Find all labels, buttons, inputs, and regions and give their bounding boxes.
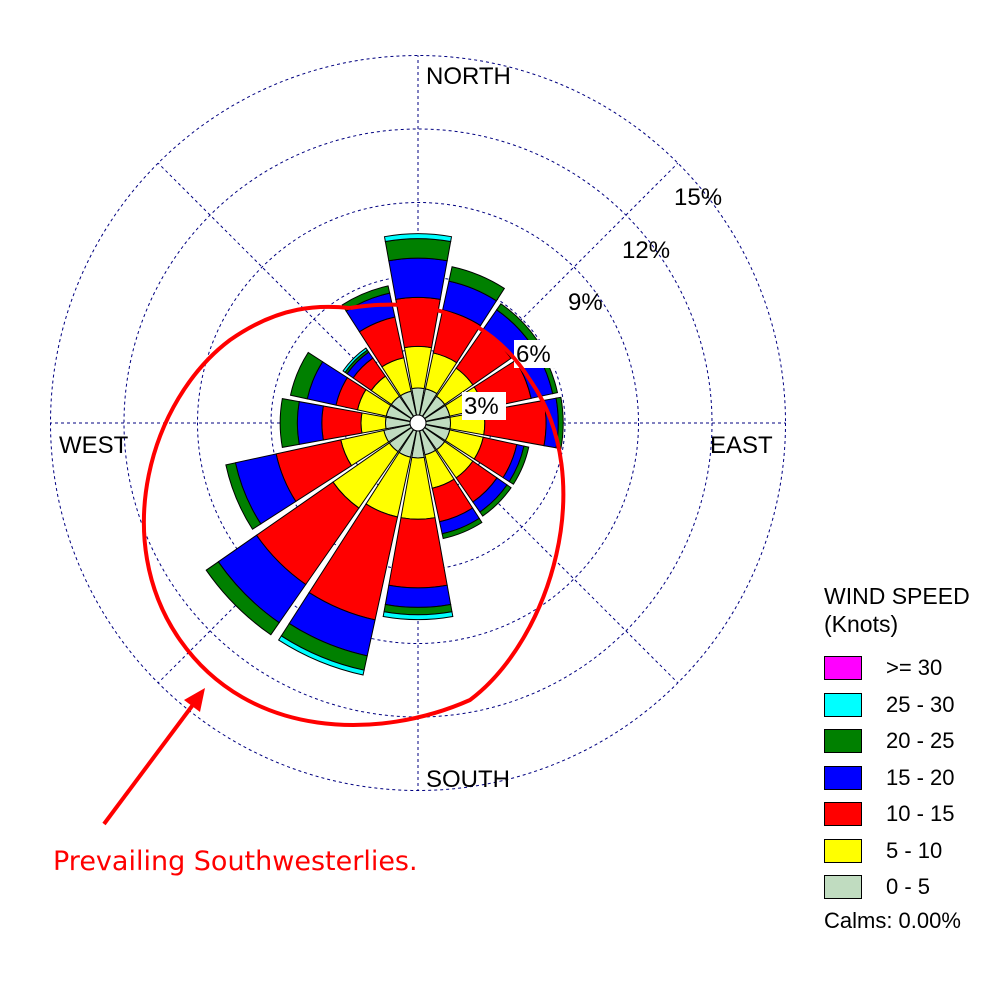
petal-NW <box>342 347 415 420</box>
petal-N <box>383 233 453 416</box>
legend-subtitle: (Knots) <box>824 611 899 637</box>
legend-label: >= 30 <box>886 655 943 681</box>
annotation-arrow <box>102 688 205 826</box>
tick-label: 9% <box>568 289 603 316</box>
south-label: SOUTH <box>426 766 510 793</box>
legend-label: 15 - 20 <box>886 764 955 790</box>
legend-label: 10 - 15 <box>886 801 955 827</box>
compass-labels: NORTH SOUTH EAST WEST <box>59 63 773 793</box>
legend-label: 25 - 30 <box>886 691 955 717</box>
petal-NNW <box>341 285 417 417</box>
radial-tick-labels: 3% 6% 9% 12%15% <box>462 184 722 420</box>
legend-swatch <box>824 875 862 900</box>
legend-swatch <box>824 692 862 717</box>
annotation-circle <box>141 302 566 727</box>
petal-SSW <box>277 429 417 676</box>
tick-label: 12% <box>622 237 670 264</box>
petal-WNW <box>289 351 412 422</box>
legend-title: WIND SPEED <box>824 583 970 609</box>
legend-entry: 5 - 10 <box>824 833 970 870</box>
tick-label: 3% <box>464 393 499 420</box>
legend-entry: 0 - 5 <box>824 869 970 906</box>
legend-entry: 20 - 25 <box>824 723 970 760</box>
petal-SW <box>205 426 415 636</box>
petal-W <box>279 398 411 448</box>
legend-label: 0 - 5 <box>886 874 931 900</box>
tick-label: 6% <box>516 341 551 368</box>
west-label: WEST <box>59 432 129 459</box>
legend-label: 20 - 25 <box>886 728 955 754</box>
legend: WIND SPEED (Knots) >= 30 25 - 30 20 - 25 15… <box>824 582 970 934</box>
legend-entry: >= 30 <box>824 650 970 687</box>
legend-swatch <box>824 729 862 754</box>
north-label: NORTH <box>426 63 511 90</box>
legend-swatch <box>824 765 862 790</box>
petal-SSE <box>419 429 483 540</box>
legend-entry: 15 - 20 <box>824 760 970 797</box>
legend-label: 5 - 10 <box>886 837 943 863</box>
petal-WSW <box>225 424 412 530</box>
east-label: EAST <box>710 432 773 459</box>
calms-text: Calms: 0.00% <box>824 907 961 933</box>
legend-swatch <box>824 802 862 827</box>
legend-swatch <box>824 838 862 863</box>
legend-swatch <box>824 656 862 681</box>
petal-NNE <box>419 266 506 417</box>
legend-entry: 10 - 15 <box>824 796 970 833</box>
legend-entry: 25 - 30 <box>824 687 970 724</box>
tick-label: 15% <box>674 184 722 211</box>
petal-ESE <box>424 424 530 485</box>
annotation-text: Prevailing Southwesterlies. <box>53 846 418 877</box>
petal-SE <box>421 426 512 517</box>
wind-petals <box>205 233 564 676</box>
